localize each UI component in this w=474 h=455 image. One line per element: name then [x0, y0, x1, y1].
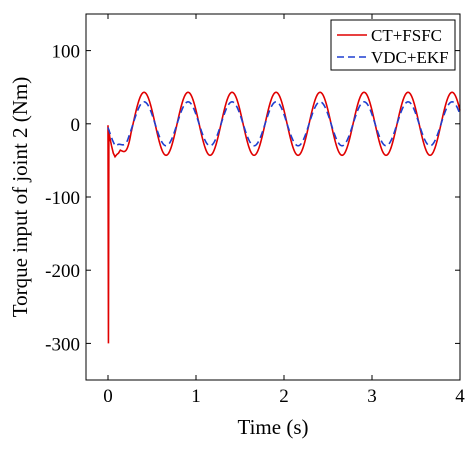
- y-tick-label: 100: [52, 42, 81, 63]
- series-layer: [107, 91, 461, 344]
- x-tick-label: 0: [103, 386, 113, 407]
- x-tick-label: 1: [191, 386, 201, 407]
- x-tick-label: 2: [279, 386, 289, 407]
- x-tick-label: 4: [455, 386, 465, 407]
- y-tick-label: -200: [45, 261, 80, 282]
- y-tick-label: -300: [45, 334, 80, 355]
- x-axis-label: Time (s): [238, 415, 309, 439]
- legend-label-ct-fsfc: CT+FSFC: [371, 26, 442, 45]
- plot-area: [86, 14, 460, 380]
- y-tick-label: -100: [45, 188, 80, 209]
- legend-label-vdc-ekf: VDC+EKF: [371, 48, 449, 67]
- legend: CT+FSFC VDC+EKF: [330, 19, 456, 71]
- legend-box: [330, 19, 456, 71]
- y-axis-label: Torque input of joint 2 (Nm): [8, 77, 32, 318]
- series-line-vdc-ekf: [107, 101, 461, 147]
- y-tick-label: 0: [71, 115, 81, 136]
- x-tick-label: 3: [367, 386, 377, 407]
- ticks-layer: 0 1 2 3 4 100 0 -100 -200 -300: [45, 14, 465, 407]
